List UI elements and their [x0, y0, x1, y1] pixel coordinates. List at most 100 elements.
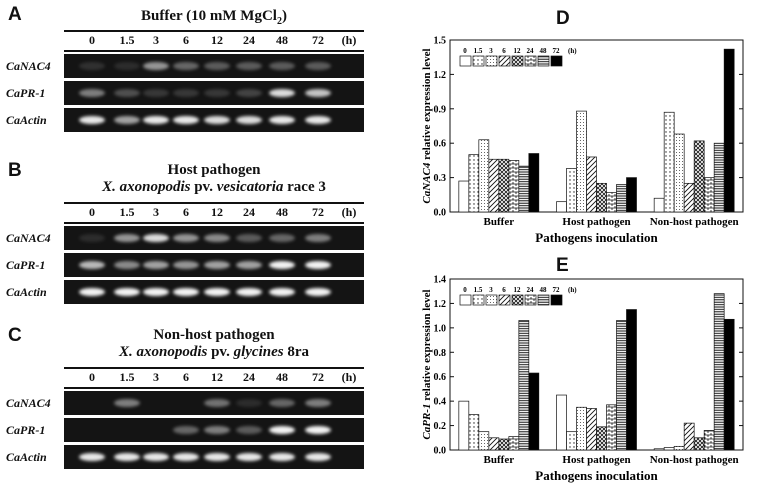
gel-band [204, 288, 230, 296]
gel-band [114, 116, 140, 124]
gel-band [79, 89, 105, 97]
bar-host-pathogen-3 [576, 406, 587, 451]
y-tick-label: 0.0 [434, 446, 447, 457]
legend-label: 12 [514, 286, 522, 294]
gel-band [236, 288, 262, 296]
legend-label: 0 [463, 47, 467, 55]
gel-lane-rule [64, 387, 364, 389]
lane-label: 1.5 [119, 205, 135, 219]
gel-title-part: X. axonopodis [118, 344, 208, 360]
y-tick-label: 0.6 [434, 139, 447, 150]
gene-label: CaActin [6, 450, 47, 464]
gel-title-end: ) [281, 8, 287, 24]
gel-band [143, 234, 169, 242]
bar-buffer-24 [508, 436, 520, 451]
legend-swatch-6 [498, 55, 511, 67]
gel-band [204, 89, 230, 97]
lane-label: (h) [341, 205, 357, 219]
gel-strip [64, 418, 364, 442]
legend-swatch-3 [485, 294, 498, 306]
lane-label: 3 [153, 33, 159, 47]
gel-band [173, 426, 199, 434]
gel-band [236, 234, 262, 242]
gel-band [305, 261, 331, 269]
gel-strip [64, 445, 364, 469]
legend-swatch-24 [524, 294, 537, 306]
legend-label: 24 [527, 286, 535, 294]
gel-strip [64, 391, 364, 415]
bar-host-pathogen-0 [556, 394, 567, 451]
gel-strip [64, 253, 364, 277]
gel-title-line1: Buffer (10 mM MgCl2) [64, 8, 364, 27]
gel-title: Host pathogen X. axonopodis pv. vesicator… [64, 162, 364, 196]
gel-band [79, 261, 105, 269]
gel-band [204, 426, 230, 434]
gel-band [305, 62, 331, 70]
gel-band [236, 426, 262, 434]
legend-label: 6 [502, 47, 506, 55]
gel-title-text: Non-host pathogen [153, 327, 275, 343]
bar-non-host-pathogen-12 [693, 140, 705, 213]
bar-buffer-72 [528, 372, 540, 451]
lane-labels: 0 1.5 3 6 12 24 48 72 (h) [64, 370, 364, 386]
y-axis-label-rest: relative expression level [421, 289, 433, 403]
gel-band [173, 234, 199, 242]
legend-label: 48 [540, 286, 548, 294]
legend-swatch-6 [498, 294, 511, 306]
bar-non-host-pathogen-24 [703, 430, 715, 451]
bar-non-host-pathogen-0 [653, 448, 665, 451]
x-axis-label: Pathogens inoculation [535, 468, 658, 483]
gene-label: CaPR-1 [6, 86, 46, 100]
bar-chart-capr1: 0.0 0.2 0.4 0.6 0.8 1.0 1.2 1.4 Buffer Host patho… [421, 275, 744, 483]
lane-label: 48 [276, 33, 288, 47]
gel-band [173, 62, 199, 70]
gel-band [236, 89, 262, 97]
gel-band [269, 261, 295, 269]
bar-non-host-pathogen-6 [683, 182, 695, 213]
gel-strip [64, 54, 364, 78]
bar-non-host-pathogen-1.5 [663, 447, 675, 451]
gel-band [269, 399, 295, 407]
gel-band [143, 62, 169, 70]
gel-band [143, 116, 169, 124]
legend-swatch-72 [550, 55, 563, 67]
lane-label: (h) [341, 33, 357, 47]
bar-buffer-12 [498, 438, 510, 451]
gel-header-rule [64, 202, 364, 204]
bar-non-host-pathogen-72 [723, 48, 735, 213]
gel-band [269, 288, 295, 296]
lane-label: 0 [89, 205, 95, 219]
panel-letter-c: C [8, 325, 22, 346]
gel-band [204, 261, 230, 269]
y-axis-label: CaNAC4 relative expression level [421, 48, 433, 203]
lane-label: 1.5 [119, 33, 135, 47]
gel-title-part: 8ra [283, 344, 310, 360]
gel-strip [64, 226, 364, 250]
gel-band [79, 62, 105, 70]
y-tick-label: 1.2 [434, 299, 447, 310]
lane-label: 24 [243, 205, 255, 219]
y-tick-label: 0.0 [434, 208, 447, 219]
gel-title-part: glycines [233, 344, 284, 360]
gel-band [269, 453, 295, 461]
lane-label: 6 [183, 33, 189, 47]
bar-buffer-48 [518, 320, 530, 451]
bar-host-pathogen-1.5 [566, 431, 577, 451]
bar-non-host-pathogen-0 [653, 197, 665, 213]
legend-swatch-12 [511, 294, 524, 306]
gel-band [79, 116, 105, 124]
legend-swatch-24 [524, 55, 537, 67]
gel-band [305, 288, 331, 296]
gel-band [204, 399, 230, 407]
gel-lane-rule [64, 222, 364, 224]
bar-host-pathogen-24 [606, 192, 617, 213]
bar-non-host-pathogen-48 [713, 142, 725, 213]
gel-title-part: race 3 [283, 179, 326, 195]
lane-label: 3 [153, 370, 159, 384]
legend-label: 1.5 [474, 286, 483, 294]
gel-band [173, 89, 199, 97]
y-tick-label: 0.9 [434, 104, 447, 115]
gel-title-part: pv. [190, 179, 217, 195]
lane-label: 72 [312, 205, 324, 219]
bar-non-host-pathogen-72 [723, 318, 735, 451]
